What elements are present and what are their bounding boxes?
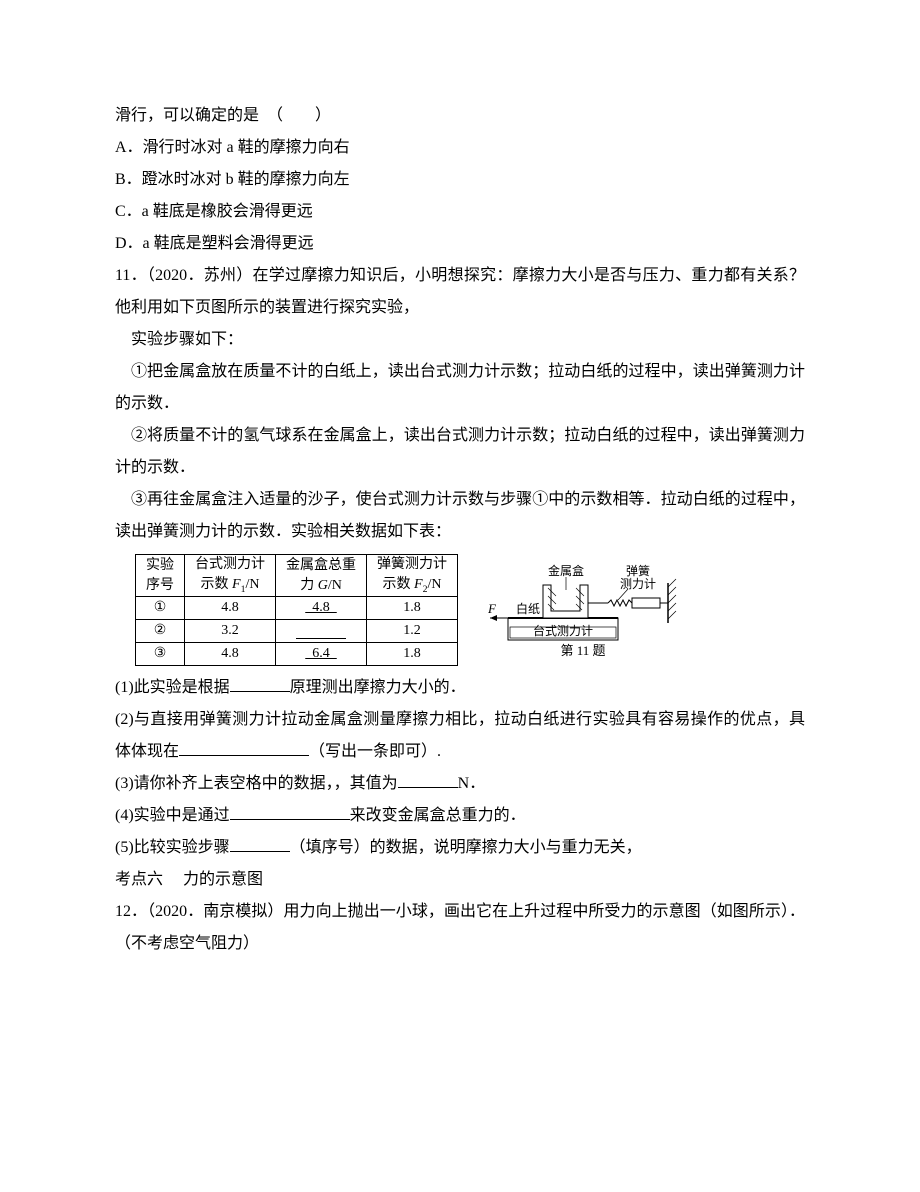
q11-steps-title: 实验步骤如下： — [115, 324, 805, 356]
svg-text:白纸: 白纸 — [516, 601, 540, 616]
table-row: ②3.21.2 — [136, 620, 458, 643]
q11-sub4: (4)实验中是通过来改变金属盒总重力的． — [115, 800, 805, 832]
q11-data-table: 实验序号 台式测力计 示数 F1/N 金属盒总重 力 G/N 弹簧测力计 示数 … — [135, 554, 458, 666]
th-index: 实验序号 — [136, 555, 185, 597]
q10-option-d: D．a 鞋底是塑料会滑得更远 — [115, 228, 805, 260]
svg-text:弹簧: 弹簧 — [626, 563, 650, 578]
q10-option-a: A．滑行时冰对 a 鞋的摩擦力向右 — [115, 132, 805, 164]
q10-option-c: C．a 鞋底是橡胶会滑得更远 — [115, 196, 805, 228]
svg-text:F: F — [488, 601, 497, 616]
apparatus-svg: 台式测力计 金属盒 — [488, 563, 693, 658]
svg-text:台式测力计: 台式测力计 — [533, 623, 593, 638]
q11-step-2: ②将质量不计的氢气球系在金属盒上，读出台式测力计示数；拉动白纸的过程中，读出弹簧… — [115, 420, 805, 484]
q12-stem: 12．（2020．南京模拟）用力向上抛出一小球，画出它在上升过程中所受力的示意图… — [115, 896, 805, 960]
table-row: ①4.8 4.8 1.8 — [136, 597, 458, 620]
q11-sub5: (5)比较实验步骤（填序号）的数据，说明摩擦力大小与重力无关， — [115, 832, 805, 864]
q11-sub3: (3)请你补齐上表空格中的数据，，其值为N． — [115, 768, 805, 800]
th-g: 金属盒总重 力 G/N — [276, 555, 367, 597]
q11-sub1: (1)此实验是根据原理测出摩擦力大小的． — [115, 672, 805, 704]
svg-text:金属盒: 金属盒 — [548, 563, 584, 578]
kp6-heading: 考点六 力的示意图 — [115, 864, 805, 896]
th-f2: 弹簧测力计 示数 F2/N — [367, 555, 458, 597]
th-f1: 台式测力计 示数 F1/N — [185, 555, 276, 597]
q11-step-3: ③再往金属盒注入适量的沙子，使台式测力计示数与步骤①中的示数相等．拉动白纸的过程… — [115, 484, 805, 548]
q10-stem-cont: 滑行，可以确定的是 （ ） — [115, 100, 805, 132]
q11-sub2: (2)与直接用弹簧测力计拉动金属盒测量摩擦力相比，拉动白纸进行实验具有容易操作的… — [115, 704, 805, 768]
q11-step-1: ①把金属盒放在质量不计的白纸上，读出台式测力计示数；拉动白纸的过程中，读出弹簧测… — [115, 356, 805, 420]
q10-option-b: B．蹬冰时冰对 b 鞋的摩擦力向左 — [115, 164, 805, 196]
q11-diagram: 台式测力计 金属盒 — [488, 563, 693, 658]
svg-text:测力计: 测力计 — [620, 577, 656, 591]
svg-text:第 11 题: 第 11 题 — [560, 643, 605, 658]
q11-intro: 11．（2020．苏州）在学过摩擦力知识后，小明想探究：摩擦力大小是否与压力、重… — [115, 260, 805, 324]
table-row: ③4.8 6.4 1.8 — [136, 643, 458, 666]
